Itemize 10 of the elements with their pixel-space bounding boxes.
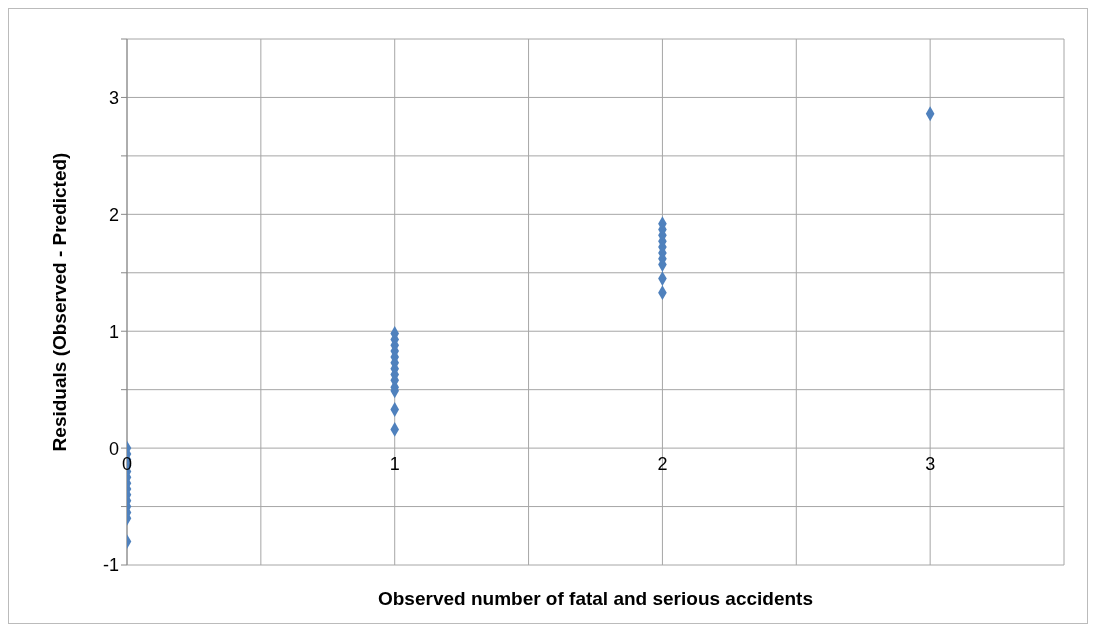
y-tick-label: 0	[108, 438, 119, 459]
x-tick-label: 1	[389, 453, 400, 474]
y-tick-label: 1	[108, 321, 119, 342]
x-tick-label: 3	[925, 453, 936, 474]
y-axis-title: Residuals (Observed - Predicted)	[48, 152, 70, 452]
y-tick-label: 2	[108, 204, 119, 225]
x-tick-label: 2	[657, 453, 668, 474]
x-axis-title: Observed number of fatal and serious accidents	[377, 588, 814, 609]
y-tick-label: -1	[102, 555, 119, 576]
y-tick-label: 3	[108, 87, 119, 108]
